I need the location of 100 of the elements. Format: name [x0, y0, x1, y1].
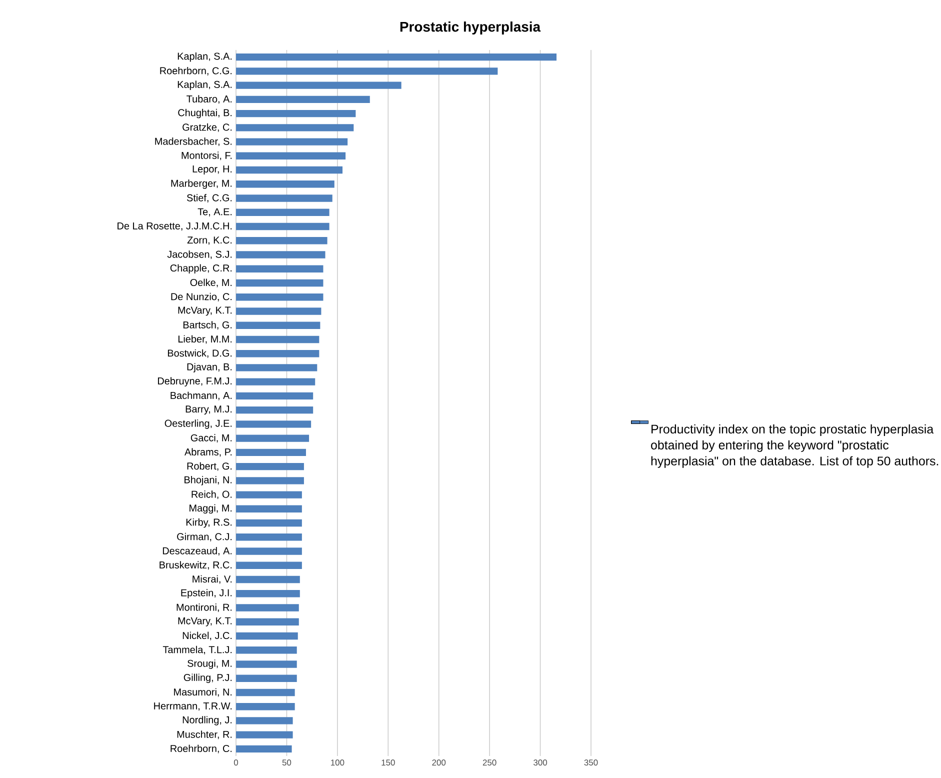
y-tick-label: Djavan, B.: [187, 363, 232, 372]
x-tick-label: 0: [234, 760, 238, 766]
y-tick-label: Nickel, J.C.: [182, 632, 232, 640]
bar: [236, 717, 293, 724]
bar: [236, 576, 300, 584]
bar: [236, 124, 354, 132]
y-tick-label: Kaplan, S.A.: [178, 80, 232, 90]
x-tick-label: 300: [534, 760, 548, 766]
bar: [236, 110, 356, 118]
y-tick-label: Epstein, J.I.: [181, 588, 232, 598]
y-tick-label: Bhojani, N.: [184, 476, 232, 486]
y-tick-label: Lieber, M.M.: [178, 335, 232, 344]
bar: [236, 674, 297, 682]
y-tick-label: Tubaro, A.: [186, 95, 232, 104]
y-tick-label: Reich, O.: [192, 490, 232, 500]
bar: [236, 194, 332, 202]
bar: [236, 477, 304, 484]
y-tick-label: Montorsi, F.: [182, 152, 232, 160]
bar: [236, 434, 310, 442]
y-tick-label: Kirby, R.S.: [186, 518, 232, 528]
bar: [236, 336, 320, 344]
bar: [236, 392, 314, 400]
bar: [236, 406, 314, 414]
y-tick-label: Misrai, V.: [192, 575, 232, 584]
bar: [236, 618, 299, 626]
bar: [236, 448, 306, 456]
bar: [236, 180, 334, 188]
bar: [236, 53, 557, 61]
y-tick-label: De La Rosette, J.J.M.C.H.: [118, 222, 232, 231]
bar: [236, 745, 292, 753]
y-tick-label: Srougi, M.: [188, 660, 232, 669]
bar: [236, 82, 402, 89]
y-tick-label: Bruskewitz, R.C.: [160, 561, 232, 570]
y-tick-label: Robert, G.: [187, 462, 232, 471]
x-tick-label: 350: [584, 760, 598, 766]
bar: [236, 462, 304, 470]
bar: [236, 660, 297, 668]
bar: [236, 702, 295, 710]
y-tick-label: Oelke, M.: [190, 278, 232, 288]
y-tick-label: McVary, K.T.: [178, 617, 232, 626]
bar: [236, 265, 324, 272]
bar: [236, 152, 346, 160]
bar: [236, 96, 370, 104]
y-tick-label: Lepor, H.: [192, 166, 232, 174]
y-tick-label: Herrmann, T.R.W.: [154, 702, 232, 711]
y-tick-label: Roehrborn, C.: [170, 744, 232, 754]
y-tick-label: De Nunzio, C.: [171, 292, 232, 302]
y-tick-label: Gilling, P.J.: [184, 674, 232, 683]
y-tick-label: Chapple, C.R.: [170, 264, 232, 274]
bar: [236, 138, 348, 146]
bar: [236, 279, 324, 287]
y-tick-label: Zorn, K.C.: [187, 236, 232, 245]
y-tick-label: Marberger, M.: [171, 180, 232, 189]
bar: [236, 208, 330, 216]
y-tick-label: Bachmann, A.: [170, 392, 232, 400]
y-tick-label: Gacci, M.: [190, 434, 232, 443]
y-tick-label: Stief, C.G.: [186, 194, 232, 203]
y-tick-label: Muschter, R.: [177, 730, 232, 740]
bar: [236, 364, 318, 372]
bar: [236, 308, 322, 315]
y-tick-label: Bartsch, G.: [183, 321, 232, 330]
chart-title: Prostatic hyperplasia: [400, 21, 541, 34]
bar: [236, 688, 295, 696]
y-tick-label: Tammela, T.L.J.: [162, 646, 232, 654]
y-tick-label: Bostwick, D.G.: [168, 349, 232, 358]
x-tick-label: 50: [282, 760, 292, 766]
bar: [236, 322, 320, 329]
bar: [236, 222, 330, 230]
y-tick-label: Abrams, P.: [184, 448, 232, 457]
bar: [236, 491, 302, 498]
bar: [236, 68, 498, 75]
bar: [236, 731, 293, 738]
x-tick-label: 200: [432, 760, 446, 766]
y-tick-label: Masumori, N.: [174, 688, 232, 697]
y-tick-label: Maggi, M.: [190, 504, 232, 514]
x-tick-label: 100: [331, 760, 344, 766]
y-tick-label: Kaplan, S.A.: [178, 52, 232, 62]
y-tick-label: Debruyne, F.M.J.: [158, 377, 232, 386]
y-tick-label: Nordling, J.: [182, 716, 232, 726]
bar: [236, 505, 302, 513]
bar: [236, 237, 328, 244]
y-tick-label: Girman, C.J.: [177, 532, 232, 542]
x-tick-label: 150: [382, 760, 395, 766]
bar: [236, 646, 297, 654]
y-tick-label: Descazeaud, A.: [162, 547, 232, 556]
bar: [236, 548, 302, 555]
bar: [236, 632, 298, 640]
bar: [236, 562, 302, 569]
bar: [236, 294, 324, 301]
bar: [236, 166, 343, 174]
y-tick-label: Te, A.E.: [198, 208, 232, 216]
y-tick-label: Barry, M.J.: [186, 406, 232, 415]
bar: [236, 519, 302, 527]
bar: [236, 534, 302, 541]
bar: [236, 590, 300, 598]
bar: [236, 420, 312, 428]
y-tick-label: Gratzke, C.: [182, 123, 232, 132]
y-tick-label: Roehrborn, C.G.: [160, 66, 232, 76]
y-tick-label: Oesterling, J.E.: [164, 420, 232, 429]
legend-label: Productivity index on the topic prostatic hyperplasia obtained by entering the keyword "prostatic hyperplasia" on the database. List of top 50 authors.: [651, 424, 938, 468]
